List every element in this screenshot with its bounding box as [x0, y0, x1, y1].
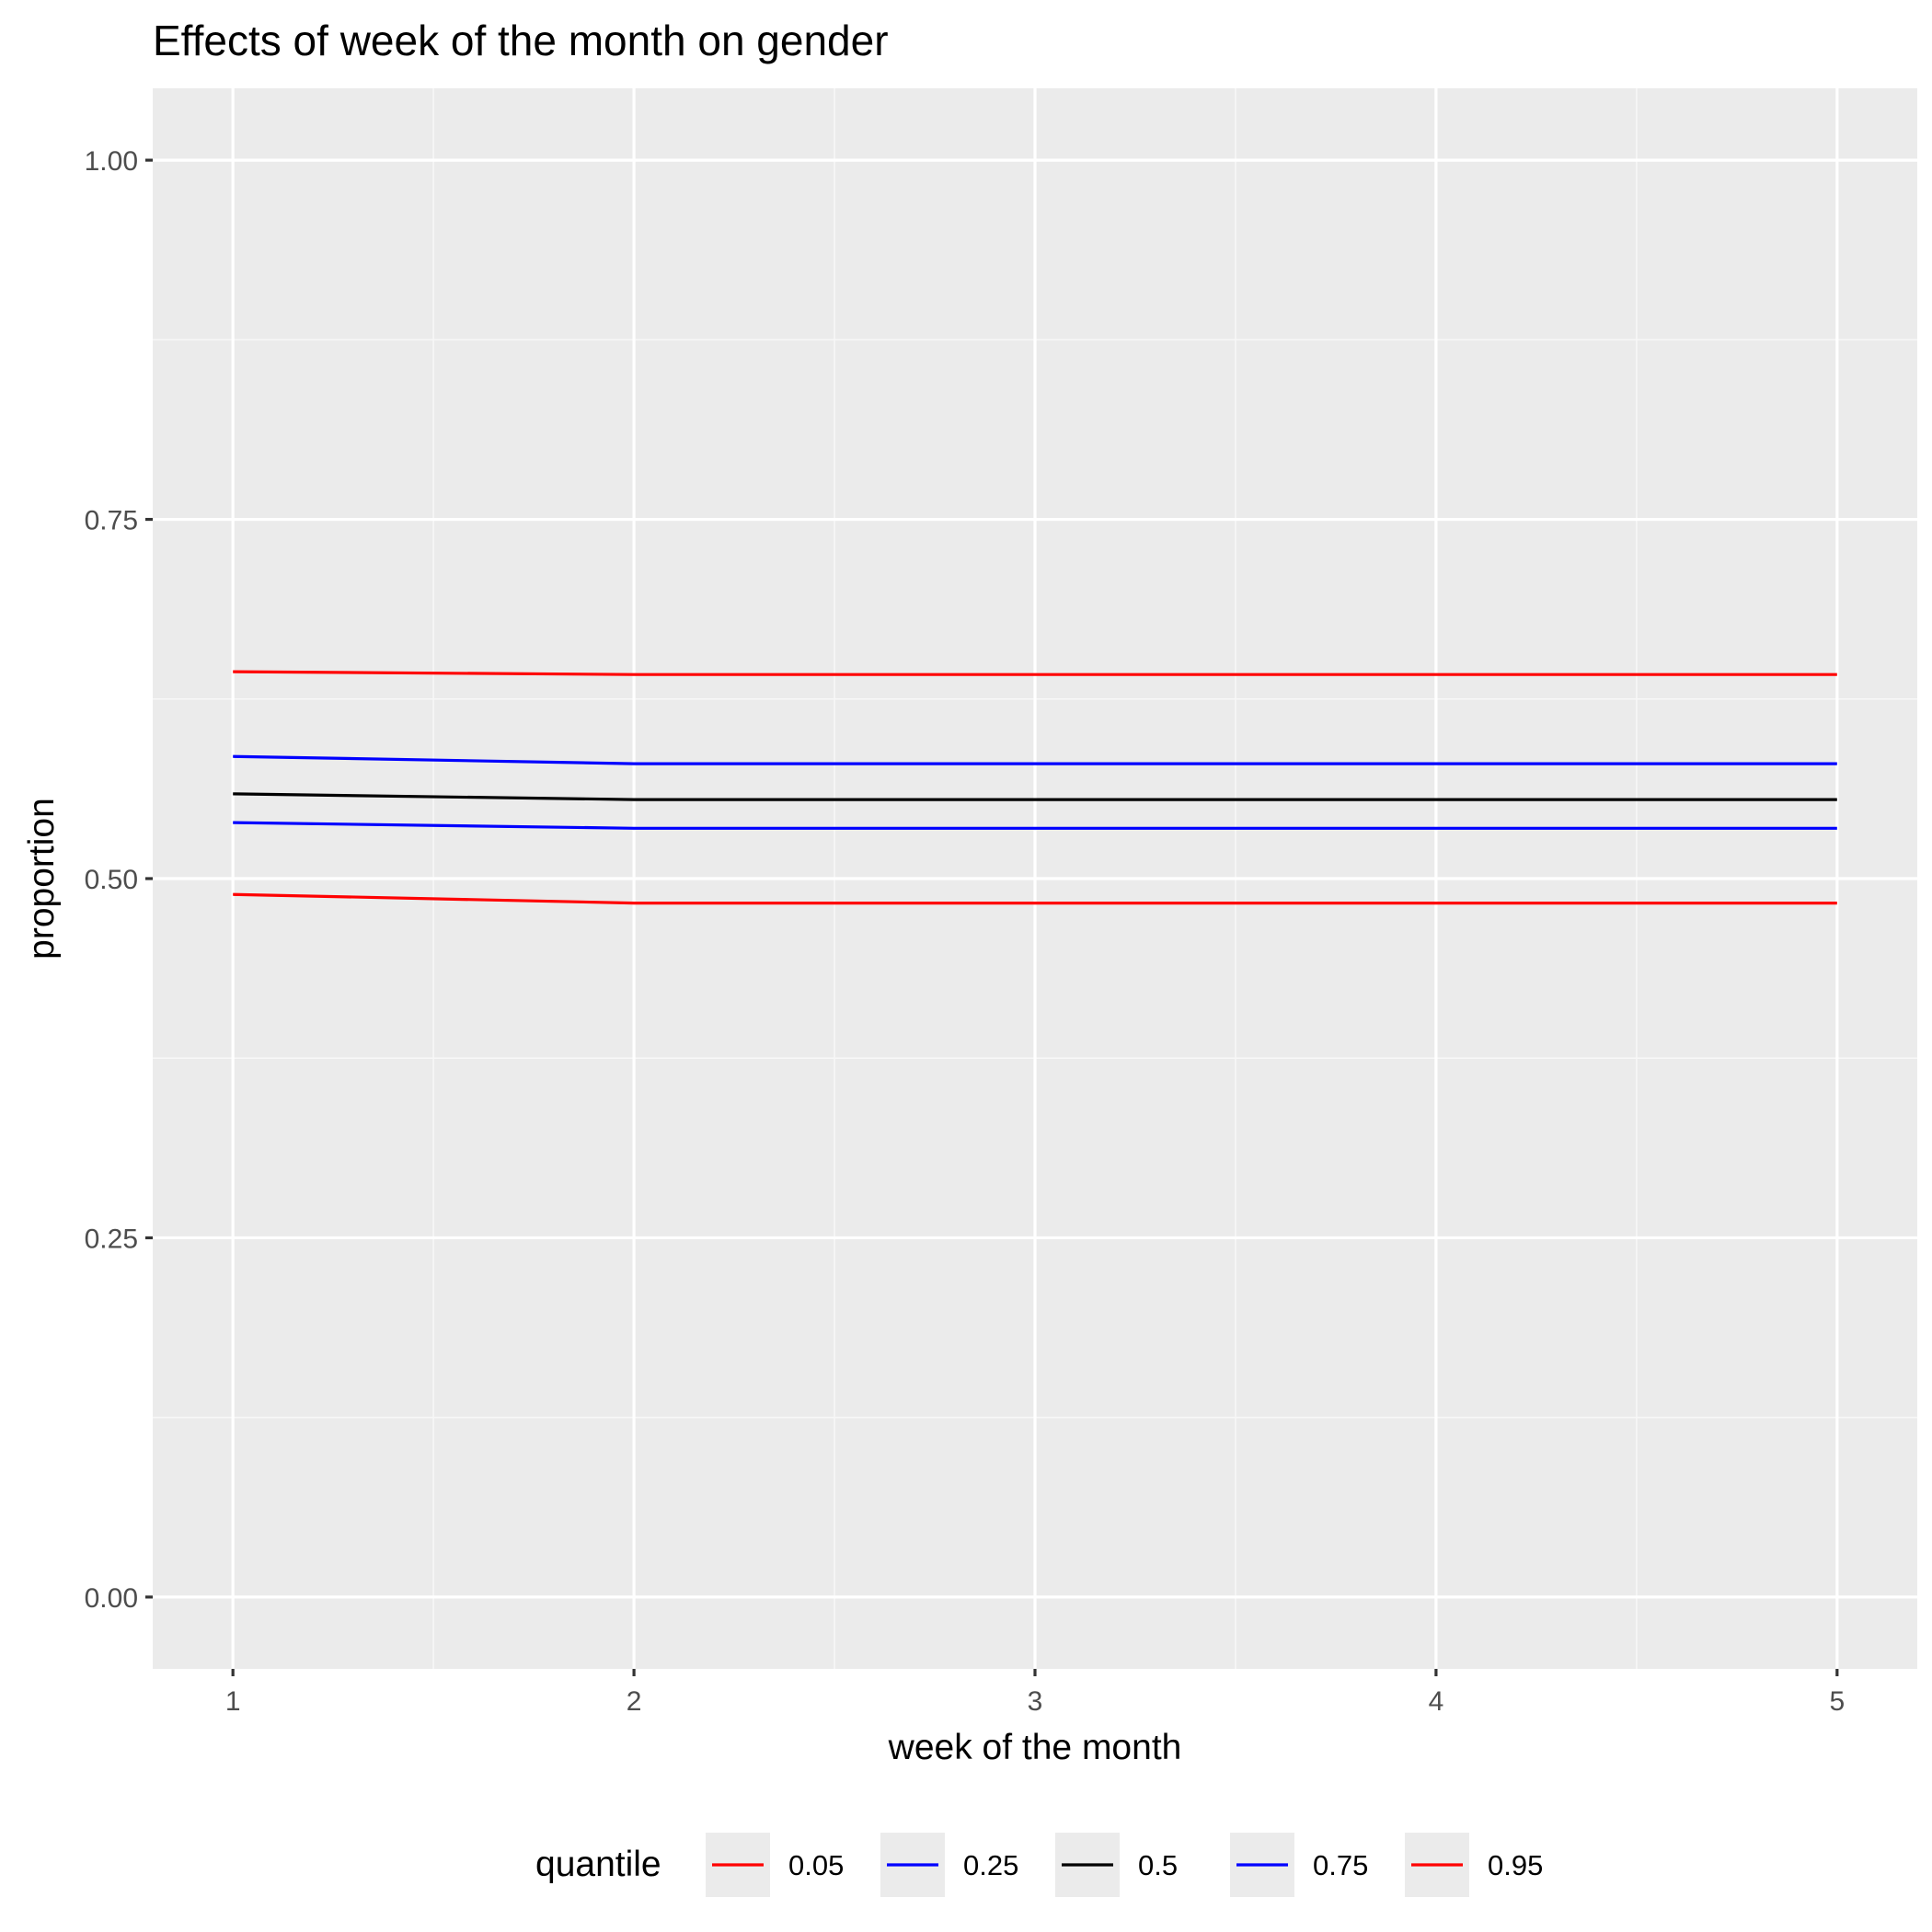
x-axis-title: week of the month: [888, 1728, 1182, 1767]
legend-label: 0.05: [788, 1849, 844, 1881]
y-axis-title: proportion: [22, 798, 62, 960]
series-line-0-05: [233, 892, 1837, 905]
legend-item-0-95: 0.95: [1405, 1833, 1543, 1897]
x-tick-label: 4: [1429, 1686, 1444, 1717]
series-line-0-5: [233, 792, 1837, 801]
legend-label: 0.5: [1138, 1849, 1178, 1881]
legend-item-0-25: 0.25: [880, 1833, 1018, 1897]
legend-title: quantile: [535, 1845, 661, 1884]
y-tick-label: 0.75: [85, 506, 138, 536]
series-line-0-75: [233, 754, 1837, 765]
legend-item-0-5: 0.5: [1055, 1833, 1178, 1897]
legend-label: 0.75: [1313, 1849, 1368, 1881]
series-line-0-25: [233, 821, 1837, 830]
y-tick-label: 0.25: [85, 1224, 138, 1254]
legend-item-0-05: 0.05: [706, 1833, 844, 1897]
chart-title: Effects of week of the month on gender: [153, 17, 889, 64]
legend: quantile 0.05 0.25 0.5 0.75 0.95: [535, 1833, 1543, 1897]
grid-major: [153, 88, 1917, 1669]
x-tick-label: 1: [225, 1686, 241, 1717]
series-lines: [233, 670, 1837, 905]
x-tick-label: 5: [1829, 1686, 1845, 1717]
legend-label: 0.25: [963, 1849, 1018, 1881]
y-tick-label: 0.00: [85, 1583, 138, 1614]
legend-label: 0.95: [1488, 1849, 1543, 1881]
y-tick-label: 0.50: [85, 865, 138, 895]
y-axis: 0.00 0.25 0.50 0.75 1.00: [85, 146, 153, 1614]
legend-items: 0.05 0.25 0.5 0.75 0.95: [706, 1833, 1543, 1897]
series-line-0-95: [233, 670, 1837, 676]
x-tick-label: 2: [627, 1686, 642, 1717]
x-axis: 1 2 3 4 5: [225, 1669, 1845, 1717]
legend-item-0-75: 0.75: [1230, 1833, 1368, 1897]
y-tick-label: 1.00: [85, 146, 138, 177]
x-tick-label: 3: [1028, 1686, 1043, 1717]
